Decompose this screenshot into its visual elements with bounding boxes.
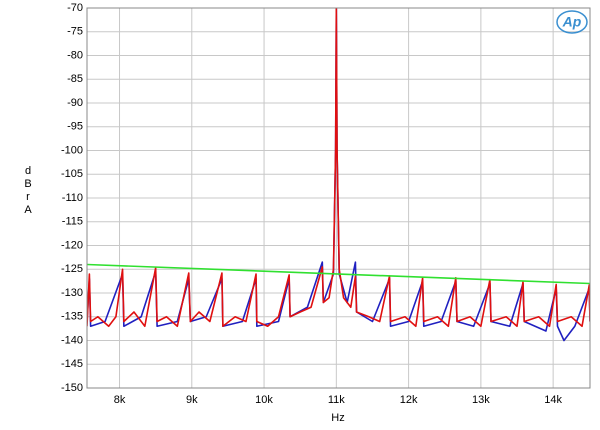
x-tick-label: 13k	[472, 394, 490, 406]
y-axis-label: dBr A	[24, 165, 33, 216]
y-tick-label: -100	[61, 144, 83, 156]
x-tick-label: 12k	[400, 394, 418, 406]
y-tick-label: -120	[61, 239, 83, 251]
logo-text: Ap	[562, 14, 582, 30]
y-tick-label: -130	[61, 287, 83, 299]
y-tick-label: -85	[67, 73, 83, 85]
y-tick-label: -70	[67, 2, 83, 14]
y-tick-label: -80	[67, 49, 83, 61]
x-tick-label: 9k	[186, 394, 198, 406]
trace	[87, 263, 590, 285]
y-tick-label: -105	[61, 168, 83, 180]
x-axis-label: Hz	[331, 412, 344, 424]
x-tick-label: 11k	[328, 394, 345, 406]
y-tick-label: -90	[67, 97, 83, 109]
plot-frame	[86, 7, 591, 389]
x-tick-label: 8k	[114, 394, 126, 406]
trace	[87, 8, 590, 328]
y-tick-label: -75	[67, 26, 83, 38]
x-tick-label: 14k	[544, 394, 562, 406]
y-tick-label: -150	[61, 382, 83, 394]
y-tick-label: -115	[62, 216, 83, 228]
y-tick-label: -110	[62, 192, 83, 204]
x-tick-label: 10k	[255, 394, 273, 406]
y-tick-label: -145	[61, 358, 83, 370]
logo: Ap	[556, 10, 588, 34]
y-tick-label: -95	[67, 121, 83, 133]
y-tick-label: -140	[61, 334, 83, 346]
y-tick-label: -125	[61, 263, 83, 275]
y-tick-label: -135	[61, 311, 83, 323]
